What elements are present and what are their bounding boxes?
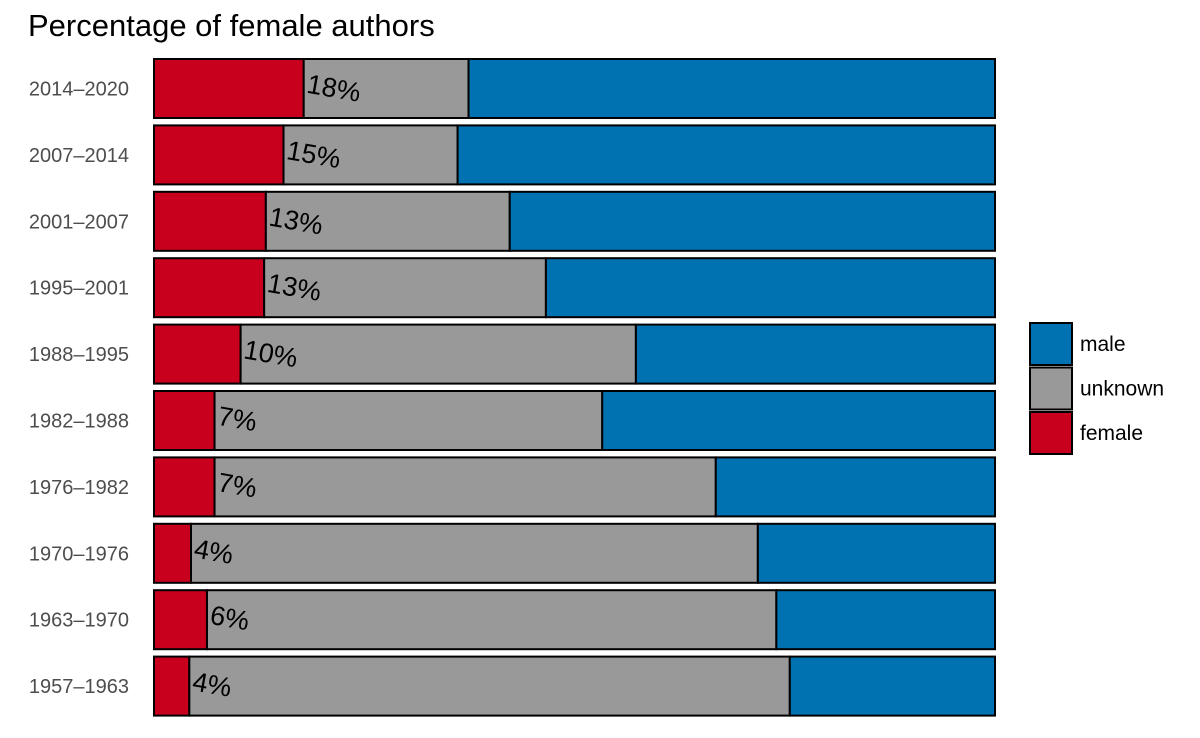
legend-swatch-female [1029, 411, 1073, 455]
y-tick-label: 2001–2007 [29, 211, 129, 233]
bar-segment-male [714, 456, 997, 518]
legend-swatch-male [1029, 322, 1073, 366]
data-label: 6% [208, 600, 252, 636]
bar-segment-female [153, 390, 216, 451]
bar-segment-unknown [188, 655, 791, 717]
legend-label-male: male [1080, 333, 1126, 356]
bar-segment-female [153, 257, 266, 319]
y-tick-label: 1982–1988 [29, 411, 129, 433]
y-tick-label: 2014–2020 [29, 79, 129, 101]
bar-segment-female [153, 124, 285, 186]
bar-segment-female [153, 58, 305, 119]
bar-segment-female [153, 589, 208, 651]
y-tick-label: 1963–1970 [29, 610, 129, 632]
bar-segment-female [153, 655, 191, 717]
bar-segment-male [634, 323, 996, 385]
data-label: 4% [192, 534, 236, 570]
y-tick-label: 1970–1976 [29, 543, 129, 565]
y-tick-label: 1988–1995 [29, 344, 129, 366]
data-label: 4% [190, 666, 234, 702]
bar-segment-male [508, 190, 996, 252]
bar-segment-male [788, 655, 997, 717]
y-tick-label: 1995–2001 [29, 278, 129, 300]
bar-segment-unknown [239, 323, 637, 385]
legend-swatch-unknown [1029, 366, 1073, 411]
chart-title: Percentage of female authors [28, 8, 435, 43]
bar-segment-female [153, 522, 193, 584]
data-label: 7% [216, 467, 260, 503]
bar-segment-male [467, 58, 996, 119]
bar-segment-male [601, 390, 996, 451]
data-label: 7% [216, 401, 260, 437]
bar-segment-unknown [264, 190, 511, 252]
bar-segment-male [544, 257, 996, 319]
bar-segment-female [153, 190, 267, 252]
bar-segment-unknown [213, 390, 604, 451]
bar-segment-female [153, 323, 242, 385]
bar-segment-male [456, 124, 996, 186]
legend-label-female: female [1080, 422, 1143, 445]
y-tick-label: 1957–1963 [29, 676, 129, 698]
bar-segment-unknown [302, 58, 470, 119]
legend-label-unknown: unknown [1080, 378, 1164, 401]
bar-segment-female [153, 456, 216, 518]
bar-segment-male [775, 589, 997, 651]
bar-segment-unknown [205, 589, 778, 651]
bar-segment-unknown [190, 522, 759, 584]
bar-segment-unknown [263, 257, 547, 319]
y-tick-label: 2007–2014 [29, 145, 129, 167]
y-tick-label: 1976–1982 [29, 477, 129, 499]
bar-segment-unknown [213, 456, 717, 518]
bar-segment-male [756, 522, 997, 584]
